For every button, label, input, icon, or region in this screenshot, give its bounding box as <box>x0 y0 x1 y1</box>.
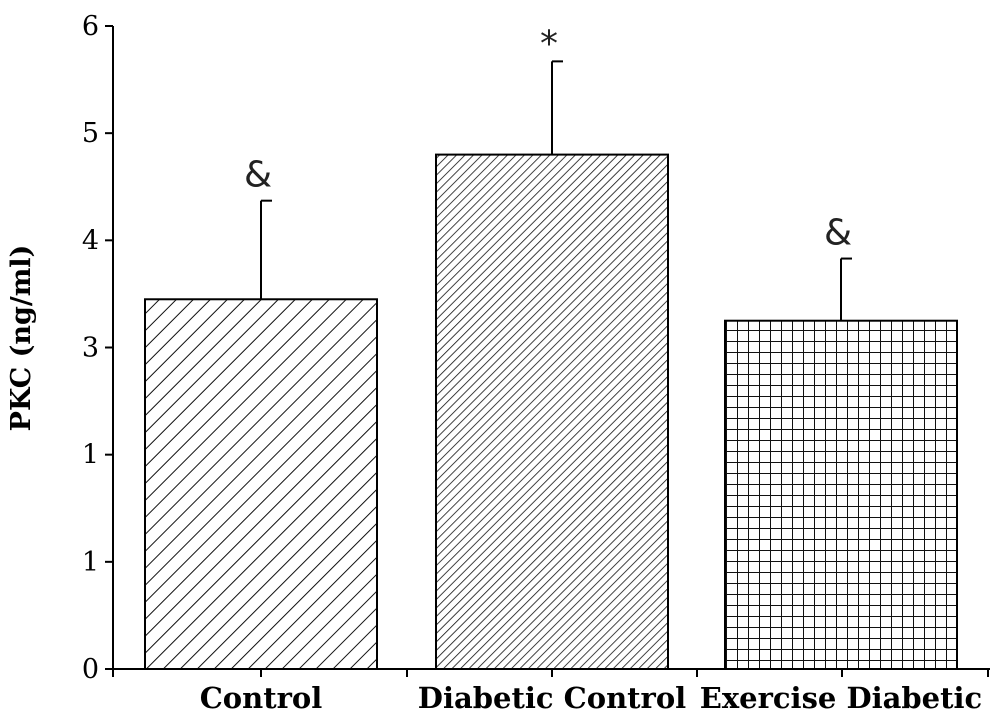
x-labels-group: Control Diabetic Control Exercise Diabetic <box>200 681 982 715</box>
bars-group <box>144 153 958 671</box>
error-bars-group <box>260 60 852 321</box>
y-tick-label-6: 6 <box>82 11 99 42</box>
bar-0 <box>144 298 378 670</box>
y-tick-label-2: 1 <box>82 440 99 471</box>
y-axis-title: PKC (ng/ml) <box>6 245 37 432</box>
x-tick-label-0: Control <box>200 681 323 715</box>
bar-1 <box>435 153 669 671</box>
y-tick-label-4: 4 <box>82 225 99 256</box>
annotation-2: & <box>824 213 852 254</box>
y-tick-label-5: 5 <box>82 118 99 149</box>
y-tick-label-0: 0 <box>82 654 99 685</box>
annotation-0: & <box>244 155 272 196</box>
y-tick-label-3: 3 <box>82 333 99 364</box>
bar-2 <box>724 319 958 670</box>
x-tick-label-1: Diabetic Control <box>418 681 686 715</box>
y-tick-label-1: 1 <box>82 547 99 578</box>
x-tick-label-2: Exercise Diabetic <box>700 681 982 715</box>
y-ticks-group: 0 1 1 3 4 5 6 <box>82 11 989 685</box>
annotation-1: * <box>540 23 558 64</box>
annotations-group: & * & <box>244 23 852 253</box>
